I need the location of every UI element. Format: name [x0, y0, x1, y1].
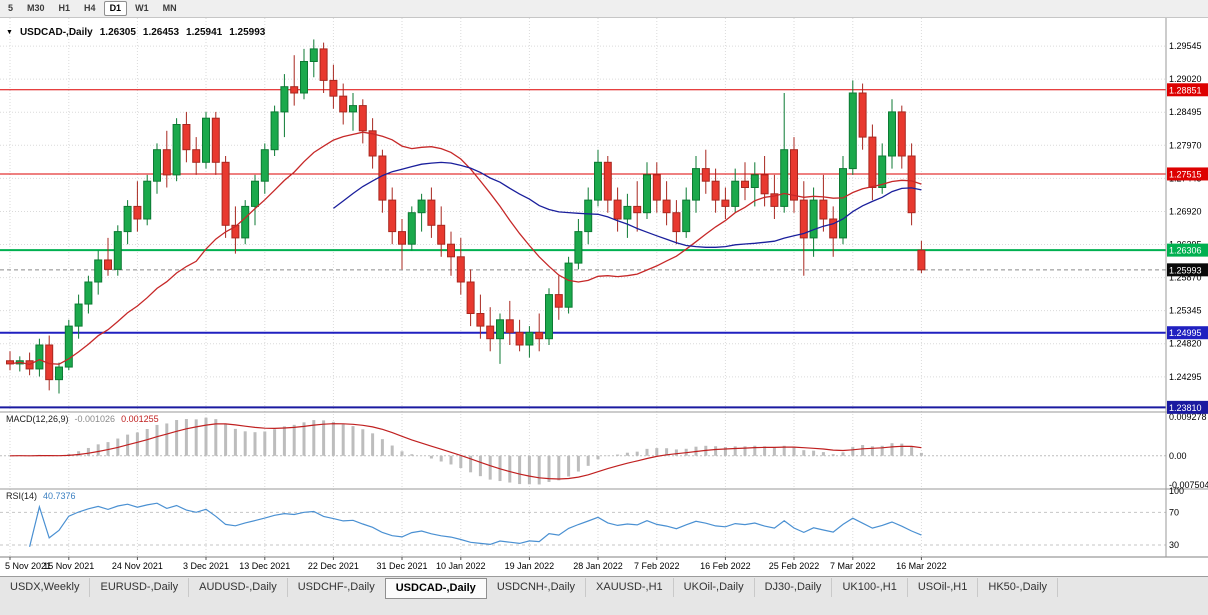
ohlc-low: 1.25941: [186, 27, 223, 38]
symbol-tab-bar: USDX,Weekly EURUSD-,Daily AUDUSD-,Daily USD…: [0, 576, 1208, 615]
svg-text:1.25345: 1.25345: [1169, 306, 1202, 316]
timeframe-button-w1[interactable]: W1: [129, 1, 155, 16]
rsi-value: 40.7376: [43, 491, 76, 501]
svg-text:16 Feb 2022: 16 Feb 2022: [700, 561, 751, 571]
chart-title: ▼ USDCAD-,Daily 1.26305 1.26453 1.25941 …: [6, 27, 265, 38]
symbol-tab-hk50[interactable]: HK50-,Daily: [978, 578, 1059, 597]
svg-text:24 Nov 2021: 24 Nov 2021: [112, 561, 163, 571]
timeframe-button-d1[interactable]: D1: [103, 1, 128, 16]
price-badges: 1.28851 1.27515 1.26306 1.24995 1.23810 1.259…: [1167, 83, 1208, 414]
svg-text:1.28495: 1.28495: [1169, 107, 1202, 117]
level-lines-layer: [0, 89, 1166, 409]
macd-signal-value: 0.001255: [121, 414, 159, 424]
svg-text:3 Dec 2021: 3 Dec 2021: [183, 561, 229, 571]
symbol-tab-usdcad[interactable]: USDCAD-,Daily: [384, 578, 487, 599]
ohlc-high: 1.26453: [142, 27, 180, 38]
svg-text:100: 100: [1169, 486, 1184, 496]
symbol-tab-usdchf[interactable]: USDCHF-,Daily: [288, 578, 386, 597]
symbol-tab-dj30[interactable]: DJ30-,Daily: [755, 578, 833, 597]
svg-text:7 Mar 2022: 7 Mar 2022: [830, 561, 876, 571]
price-chart[interactable]: 1.295451.290201.284951.279701.274451.269…: [0, 18, 1208, 576]
moving-averages-layer: [9, 131, 922, 366]
svg-text:25 Feb 2022: 25 Feb 2022: [769, 561, 820, 571]
timeframe-toolbar: 5 M30 H1 H4 D1 W1 MN: [0, 0, 1208, 18]
rsi-name: RSI(14): [6, 491, 38, 501]
macd-name: MACD(12,26,9): [6, 414, 69, 424]
svg-text:1.26306: 1.26306: [1169, 246, 1202, 256]
symbol-tab-usdx[interactable]: USDX,Weekly: [0, 578, 91, 597]
rsi-layer: [0, 502, 1166, 547]
candles-layer: [6, 39, 926, 394]
symbol-tab-uk100[interactable]: UK100-,H1: [832, 578, 908, 597]
svg-text:1.24995: 1.24995: [1169, 328, 1202, 338]
svg-text:19 Jan 2022: 19 Jan 2022: [505, 561, 555, 571]
timeframe-button-5[interactable]: 5: [2, 1, 19, 16]
svg-text:-0.007504: -0.007504: [1169, 480, 1208, 490]
ohlc-open: 1.26305: [99, 27, 136, 38]
svg-text:5 Nov 2021: 5 Nov 2021: [5, 561, 51, 571]
svg-text:1.27515: 1.27515: [1169, 169, 1202, 179]
rsi-indicator-label: RSI(14) 40.7376: [6, 491, 76, 501]
svg-text:70: 70: [1169, 507, 1179, 517]
macd-indicator-label: MACD(12,26,9) -0.001026 0.001255: [6, 414, 159, 424]
svg-text:0.009278: 0.009278: [1169, 412, 1207, 422]
svg-text:1.29545: 1.29545: [1169, 41, 1202, 51]
svg-text:1.27970: 1.27970: [1169, 140, 1202, 150]
svg-text:1.23810: 1.23810: [1169, 403, 1202, 413]
svg-text:1.29020: 1.29020: [1169, 74, 1202, 84]
price-axis: 1.295451.290201.284951.279701.274451.269…: [1169, 41, 1208, 550]
symbol-tab-audusd[interactable]: AUDUSD-,Daily: [189, 578, 288, 597]
svg-text:13 Dec 2021: 13 Dec 2021: [239, 561, 290, 571]
svg-text:31 Dec 2021: 31 Dec 2021: [376, 561, 427, 571]
symbol-tab-ukoil[interactable]: UKOil-,Daily: [674, 578, 755, 597]
svg-text:1.25993: 1.25993: [1169, 265, 1202, 275]
timeframe-button-m30[interactable]: M30: [21, 1, 51, 16]
svg-text:1.26920: 1.26920: [1169, 206, 1202, 216]
macd-main-value: -0.001026: [74, 414, 116, 424]
svg-text:30: 30: [1169, 540, 1179, 550]
svg-text:1.24295: 1.24295: [1169, 372, 1202, 382]
symbol-tab-xauusd[interactable]: XAUUSD-,H1: [586, 578, 674, 597]
svg-text:16 Mar 2022: 16 Mar 2022: [896, 561, 947, 571]
grid-layer: [0, 18, 1166, 557]
ohlc-close: 1.25993: [229, 27, 266, 38]
svg-text:22 Dec 2021: 22 Dec 2021: [308, 561, 359, 571]
symbol-tab-usoil[interactable]: USOil-,H1: [908, 578, 979, 597]
svg-text:0.00: 0.00: [1169, 451, 1187, 461]
macd-layer: [0, 417, 1166, 485]
svg-text:7 Feb 2022: 7 Feb 2022: [634, 561, 680, 571]
timeframe-button-mn[interactable]: MN: [157, 1, 183, 16]
symbol-dropdown-icon[interactable]: ▼: [6, 28, 13, 36]
frame-layer: [0, 18, 1208, 558]
chart-symbol-label: USDCAD-,Daily: [19, 27, 93, 38]
svg-text:15 Nov 2021: 15 Nov 2021: [43, 561, 94, 571]
svg-text:1.25870: 1.25870: [1169, 273, 1202, 283]
svg-text:28 Jan 2022: 28 Jan 2022: [573, 561, 623, 571]
symbol-tab-usdcnh[interactable]: USDCNH-,Daily: [487, 578, 587, 597]
svg-text:10 Jan 2022: 10 Jan 2022: [436, 561, 486, 571]
symbol-tab-eurusd[interactable]: EURUSD-,Daily: [90, 578, 190, 597]
timeframe-button-h1[interactable]: H1: [53, 1, 77, 16]
svg-text:1.28851: 1.28851: [1169, 85, 1202, 95]
svg-text:1.24820: 1.24820: [1169, 339, 1202, 349]
timeframe-button-h4[interactable]: H4: [78, 1, 102, 16]
